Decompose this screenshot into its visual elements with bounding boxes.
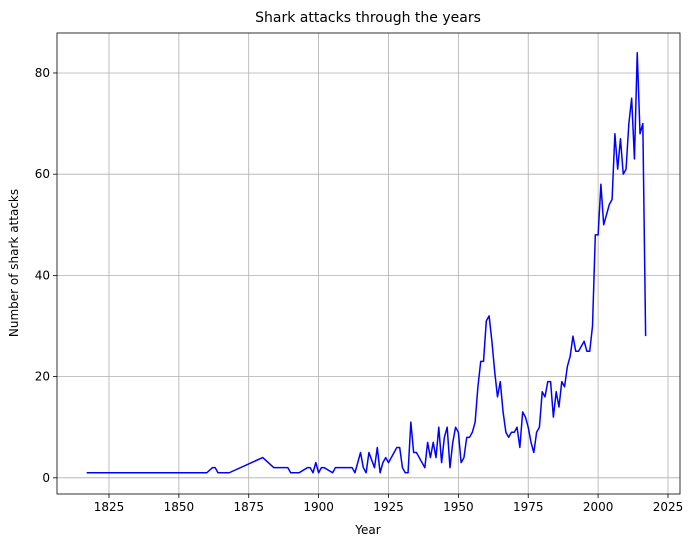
x-tick-label: 2000 xyxy=(583,500,614,514)
x-axis-label: Year xyxy=(354,523,380,537)
y-tick-label: 20 xyxy=(35,370,50,384)
x-tick-label: 1900 xyxy=(303,500,334,514)
y-axis-label: Number of shark attacks xyxy=(7,189,21,337)
y-tick-label: 80 xyxy=(35,66,50,80)
data-line xyxy=(86,51,647,474)
x-tick-label: 1975 xyxy=(513,500,544,514)
x-tick-label: 1950 xyxy=(443,500,474,514)
plot-frame xyxy=(56,32,681,495)
y-tick-label: 60 xyxy=(35,167,50,181)
y-tick-label: 40 xyxy=(35,268,50,282)
x-tick-label: 1850 xyxy=(164,500,195,514)
x-tick-label: 1875 xyxy=(233,500,264,514)
x-tick-label: 1925 xyxy=(373,500,404,514)
x-tick-label: 1825 xyxy=(94,500,125,514)
x-tick-label: 2025 xyxy=(653,500,684,514)
chart-title: Shark attacks through the years xyxy=(255,10,481,26)
y-tick-label: 0 xyxy=(42,471,50,485)
